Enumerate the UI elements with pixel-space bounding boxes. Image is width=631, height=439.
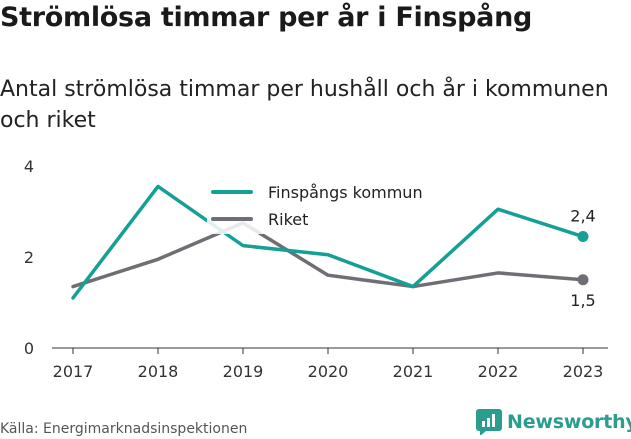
x-tick-label: 2018 bbox=[138, 362, 179, 381]
x-tick-label: 2019 bbox=[223, 362, 264, 381]
series-line-riket bbox=[71, 221, 585, 289]
y-tick-label: 0 bbox=[24, 339, 34, 358]
y-tick-label: 4 bbox=[24, 157, 34, 176]
line-chart: 0 2 4 2017 2018 2019 2020 2021 2022 2023 Finspångs… bbox=[24, 157, 608, 381]
y-tick-label: 2 bbox=[24, 248, 34, 267]
chart-title: Strömlösa timmar per år i Finspång bbox=[0, 2, 533, 33]
end-label-riket: 1,5 bbox=[570, 291, 595, 310]
x-tick-label: 2017 bbox=[53, 362, 94, 381]
brand-logo: Newsworthy bbox=[476, 409, 631, 435]
source-note: Källa: Energimarknadsinspektionen bbox=[0, 421, 248, 437]
series-line-finspang bbox=[71, 184, 585, 300]
brand-name: Newsworthy bbox=[507, 411, 631, 433]
newsworthy-logo-icon bbox=[476, 409, 502, 435]
x-tick-label: 2022 bbox=[478, 362, 519, 381]
legend-label: Finspångs kommun bbox=[268, 183, 423, 202]
end-point-riket bbox=[577, 274, 589, 286]
chart-subtitle: Antal strömlösa timmar per hushåll och å… bbox=[0, 77, 609, 133]
legend-label: Riket bbox=[268, 210, 308, 229]
x-tick-label: 2021 bbox=[393, 362, 434, 381]
x-tick-label: 2023 bbox=[563, 362, 604, 381]
end-point-finspang bbox=[577, 231, 589, 243]
x-tick-label: 2020 bbox=[308, 362, 349, 381]
legend-background bbox=[207, 178, 447, 234]
end-label-finspang: 2,4 bbox=[570, 207, 595, 226]
